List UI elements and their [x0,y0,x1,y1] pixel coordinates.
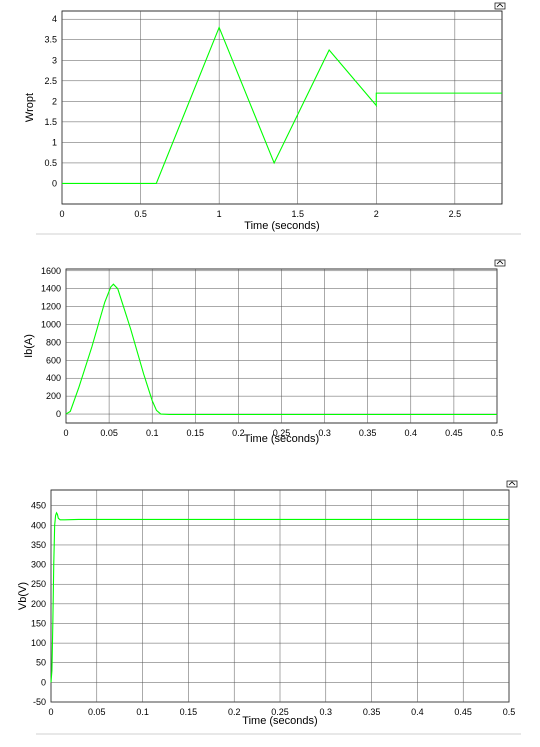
y-axis-label: Wropt [24,93,36,122]
x-tick-label: 1.5 [291,209,304,219]
y-tick-label: 1000 [41,320,61,330]
chart-3: 0 0.05 0.1 0.15 0.2 0.25 0.3 0.35 0.4 0.45 0.5-500… [17,480,521,735]
icon-glyph [496,260,504,265]
series-line-1 [65,283,497,416]
y-tick-label: 800 [46,337,61,347]
y-tick-label: 2.5 [44,76,57,86]
x-tick-label: 0.2 [228,707,241,717]
x-tick-label: 0.5 [134,209,147,219]
icon-glyph [496,3,504,8]
x-tick-label: 0.05 [100,428,118,438]
y-tick-label: 300 [31,560,46,570]
scope-corner-icon [506,480,518,488]
x-axis-label: Time (seconds) [242,715,317,727]
x-tick-label: 0.15 [187,428,205,438]
x-tick-label: 0.5 [503,707,516,717]
y-tick-label: 400 [31,520,46,530]
y-axis-label: Vb(V) [17,582,29,610]
y-tick-label: -50 [33,697,46,707]
y-tick-label: 50 [36,658,46,668]
y-axis-label: Ib(A) [23,334,35,358]
y-tick-label: 2 [52,96,57,106]
x-axis-label: Time (seconds) [244,433,319,445]
x-tick-label: 0.4 [405,428,418,438]
x-tick-label: 0 [63,428,68,438]
x-tick-label: 0.1 [136,707,149,717]
y-tick-label: 1 [52,137,57,147]
scope-corner-icon [494,259,506,267]
x-tick-label: 0.3 [318,428,331,438]
y-tick-label: 150 [31,618,46,628]
x-tick-label: 0.35 [359,428,377,438]
icon-box [494,2,506,10]
y-tick-label: 1600 [41,266,61,276]
chart-2: 0 0.05 0.1 0.15 0.2 0.25 0.3 0.35 0.4 0.45 0.5 0 200… [23,259,506,445]
x-tick-label: 0.1 [146,428,159,438]
x-tick-label: 0.45 [454,707,472,717]
x-tick-label: 0.3 [320,707,333,717]
icon-glyph [508,481,516,486]
x-tick-label: 0.25 [271,707,289,717]
x-tick-label: 0.45 [445,428,463,438]
x-tick-label: 2 [374,209,379,219]
y-tick-label: 4 [52,14,57,24]
x-tick-label: 0.15 [180,707,198,717]
y-tick-label: 600 [46,355,61,365]
x-tick-label: 2.5 [449,209,462,219]
x-tick-label: 0.5 [491,428,504,438]
y-tick-label: 100 [31,638,46,648]
y-tick-label: 0 [56,409,61,419]
x-tick-label: 0.25 [273,428,291,438]
scope-corner-icon [494,2,506,10]
y-tick-label: 250 [31,579,46,589]
y-tick-label: 1.5 [44,117,57,127]
chart-1: 0 0.5 1 1.5 2 2.5 0 0.5 1 1.5 2 2.5 3 3.5 4 Time (secon… [24,2,521,235]
y-tick-label: 0 [41,677,46,687]
icon-box [494,259,506,267]
x-tick-label: 0.05 [88,707,106,717]
y-tick-label: 350 [31,540,46,550]
x-tick-label: 0.2 [232,428,245,438]
plot-area [61,10,503,205]
y-tick-label: 3.5 [44,35,57,45]
icon-box [506,480,518,488]
series-line-1 [62,25,502,185]
x-axis-label: Time (seconds) [244,220,319,232]
y-tick-label: 0 [52,178,57,188]
y-tick-label: 0.5 [44,158,57,168]
x-tick-label: 0.35 [363,707,381,717]
x-tick-label: 0 [48,707,53,717]
x-tick-label: 1 [217,209,222,219]
y-tick-label: 1400 [41,284,61,294]
x-tick-label: 0.4 [411,707,424,717]
y-tick-label: 400 [46,373,61,383]
y-tick-label: 450 [31,501,46,511]
y-tick-label: 1200 [41,302,61,312]
series-line-1 [50,511,509,683]
y-tick-label: 3 [52,55,57,65]
x-tick-label: 0 [59,209,64,219]
y-tick-label: 200 [31,599,46,609]
y-tick-label: 200 [46,391,61,401]
